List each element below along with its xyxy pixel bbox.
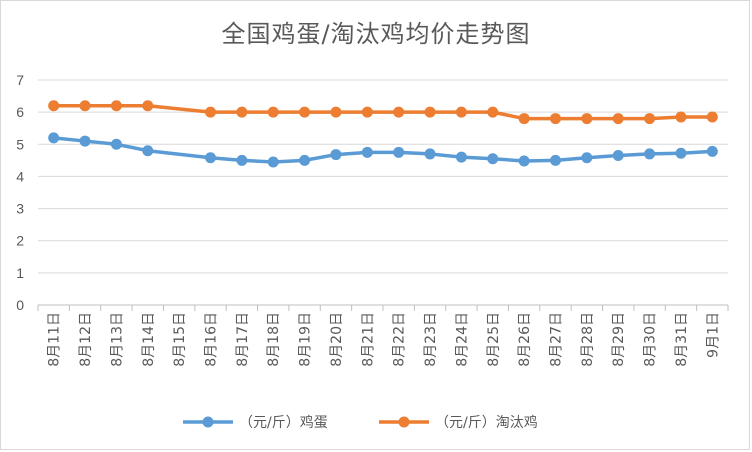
x-tick-label: 8月17日 xyxy=(235,312,251,367)
data-point-2 xyxy=(518,113,530,125)
y-tick-label: 4 xyxy=(16,168,24,184)
data-point-1 xyxy=(205,152,216,164)
y-tick-label: 6 xyxy=(16,104,24,120)
data-point-2 xyxy=(142,100,154,112)
y-tick-label: 3 xyxy=(16,201,24,217)
data-point-2 xyxy=(330,106,342,118)
data-point-2 xyxy=(299,106,311,118)
x-tick-label: 8月11日 xyxy=(47,312,63,367)
data-point-2 xyxy=(361,106,373,118)
data-point-1 xyxy=(79,135,91,147)
y-tick-label: 1 xyxy=(16,265,24,281)
x-tick-label: 8月20日 xyxy=(329,312,345,367)
data-point-2 xyxy=(675,111,687,123)
data-point-1 xyxy=(487,153,499,165)
data-point-1 xyxy=(299,154,311,166)
x-tick-label: 8月28日 xyxy=(580,312,596,367)
x-axis-ticks: 8月11日 8月12日 8月13日 8月14日 8月15日 8月16日 8月17日 8月18日… xyxy=(47,312,722,367)
data-point-1 xyxy=(110,138,122,150)
data-point-1 xyxy=(267,156,279,168)
legend-label-1: （元/斤）鸡蛋 xyxy=(239,414,328,431)
data-point-1 xyxy=(550,154,561,166)
data-point-1 xyxy=(424,148,436,160)
data-point-2 xyxy=(48,100,60,112)
legend: （元/斤）鸡蛋 （元/斤）淘汰鸡 xyxy=(183,414,538,431)
data-point-2 xyxy=(455,106,467,118)
data-point-1 xyxy=(393,146,405,158)
data-point-2 xyxy=(79,100,91,112)
data-point-2 xyxy=(706,111,718,123)
x-tick-label: 8月18日 xyxy=(266,312,282,367)
legend-marker-1 xyxy=(202,416,214,428)
x-tick-label: 8月29日 xyxy=(611,312,627,367)
legend-label-2: （元/斤）淘汰鸡 xyxy=(435,414,538,431)
data-point-1 xyxy=(361,146,373,158)
data-point-1 xyxy=(581,152,593,164)
data-point-1 xyxy=(675,147,687,159)
x-axis xyxy=(37,304,729,311)
y-tick-label: 7 xyxy=(16,72,24,88)
gridlines xyxy=(38,79,728,274)
x-tick-label: 8月19日 xyxy=(298,312,314,367)
y-tick-label: 2 xyxy=(16,233,24,249)
x-tick-label: 8月13日 xyxy=(109,312,125,367)
x-tick-label: 8月30日 xyxy=(643,312,659,367)
x-tick-label: 8月25日 xyxy=(486,312,502,367)
data-point-2 xyxy=(236,106,248,118)
y-axis-ticks: 0 1 2 3 4 5 6 7 xyxy=(16,72,24,313)
data-point-1 xyxy=(142,145,154,157)
x-tick-label: 8月26日 xyxy=(517,312,533,367)
x-tick-label: 8月15日 xyxy=(172,312,188,367)
data-point-2 xyxy=(393,106,405,118)
y-tick-label: 5 xyxy=(16,136,24,152)
data-point-1 xyxy=(236,154,248,166)
data-point-1 xyxy=(644,148,656,160)
data-point-1 xyxy=(455,151,467,163)
data-point-2 xyxy=(644,113,656,125)
data-point-1 xyxy=(518,155,530,167)
data-point-2 xyxy=(612,113,624,125)
data-point-2 xyxy=(110,100,122,112)
data-point-2 xyxy=(487,106,499,118)
data-point-2 xyxy=(205,106,216,118)
data-point-1 xyxy=(330,149,342,161)
series-points xyxy=(48,100,718,168)
data-point-2 xyxy=(550,113,561,125)
x-tick-label: 8月12日 xyxy=(78,312,94,367)
x-tick-label: 8月16日 xyxy=(204,312,220,367)
x-tick-label: 9月1日 xyxy=(705,312,721,358)
chart-title: 全国鸡蛋/淘汰鸡均价走势图 xyxy=(221,20,531,48)
data-point-1 xyxy=(48,132,60,144)
x-tick-label: 8月22日 xyxy=(392,312,408,367)
x-tick-label: 8月23日 xyxy=(423,312,439,367)
data-point-1 xyxy=(612,150,624,162)
data-point-2 xyxy=(267,106,279,118)
legend-marker-2 xyxy=(398,416,410,428)
x-tick-label: 8月21日 xyxy=(360,312,376,367)
data-point-2 xyxy=(581,113,593,125)
data-point-1 xyxy=(706,145,718,157)
x-tick-label: 8月14日 xyxy=(141,312,157,367)
x-tick-label: 8月24日 xyxy=(454,312,470,367)
x-tick-label: 8月31日 xyxy=(674,312,690,367)
y-tick-label: 0 xyxy=(16,297,24,313)
data-point-2 xyxy=(424,106,436,118)
x-tick-label: 8月27日 xyxy=(549,312,565,367)
